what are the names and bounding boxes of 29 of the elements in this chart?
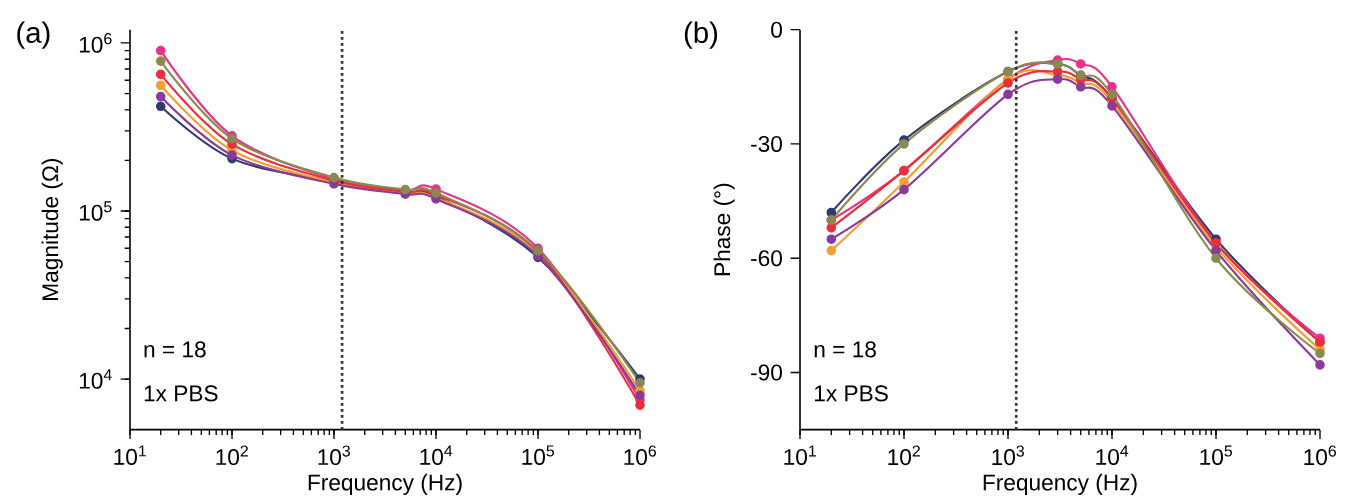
x-tick-label: 10$^{3}$ — [992, 445, 1024, 466]
annotation: 1x PBS — [144, 385, 218, 402]
x-tick-label: 10$^{2}$ — [216, 445, 248, 466]
x-axis-title: Frequency (Hz) — [308, 473, 462, 495]
x-tick-label: 10$^{1}$ — [784, 445, 816, 465]
annotation: 1x PBS — [815, 385, 888, 402]
y-tick-label: 10$^{4}$ — [79, 369, 112, 389]
y-tick-label: 10$^{5}$ — [79, 201, 112, 221]
annotation: n = 18 — [144, 341, 206, 358]
x-tick-label: 10$^{4}$ — [420, 445, 453, 465]
x-tick-label: 10$^{1}$ — [114, 445, 146, 465]
chart-title: (b) — [684, 21, 718, 49]
x-tick-label: 10$^{2}$ — [888, 445, 920, 466]
chart-title: (a) — [17, 21, 50, 49]
x-tick-label: 10$^{4}$ — [1096, 445, 1129, 465]
x-tick-label: 10$^{5}$ — [1200, 445, 1233, 465]
annotation: n = 18 — [814, 341, 876, 358]
x-tick-label: 10$^{6}$ — [1304, 445, 1336, 466]
y-axis-title: Magnitude (Ω) — [41, 158, 63, 300]
x-tick-label: 10$^{3}$ — [318, 445, 351, 466]
y-axis-title: Phase (°) — [713, 183, 735, 276]
y-tick-label: 0 — [771, 21, 782, 38]
x-tick-label: 10$^{6}$ — [624, 445, 656, 466]
x-tick-label: 10$^{5}$ — [522, 445, 555, 465]
y-tick-label: -60 — [751, 250, 782, 267]
y-tick-label: -30 — [751, 135, 782, 152]
x-axis-title: Frequency (Hz) — [983, 473, 1137, 495]
y-tick-label: -90 — [751, 364, 782, 381]
y-tick-label: 10$^{6}$ — [79, 33, 112, 53]
